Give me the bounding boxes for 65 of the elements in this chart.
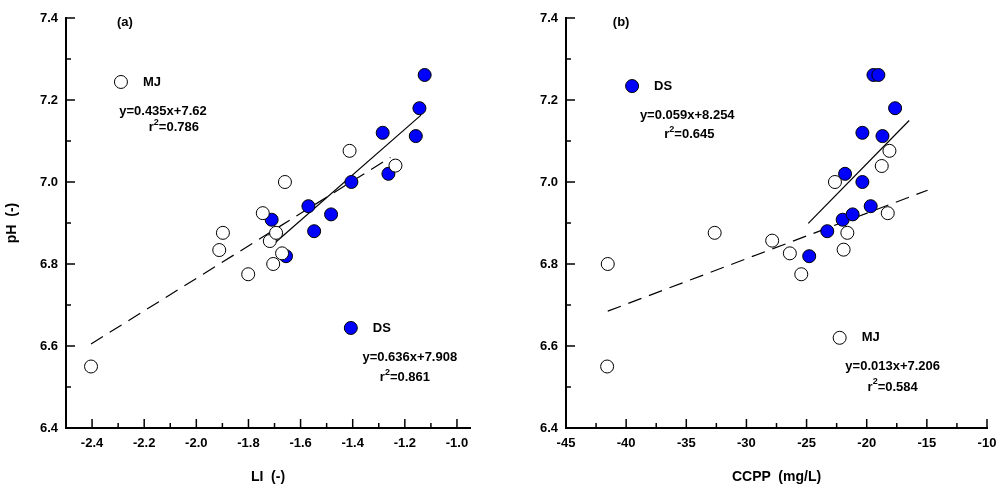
x-tick-label: -25 [797,435,816,451]
y-tick-label: 6.6 [539,337,558,353]
annotation: y=0.636x+7.908 [362,348,458,364]
y-tick-label: 6.4 [539,419,559,435]
y-tick-label: 6.8 [539,255,558,271]
point [269,225,284,240]
point [324,207,339,222]
point [408,129,423,144]
y-tick-label: 7.0 [39,173,58,189]
legend-label: MJ [861,329,880,345]
point [277,175,292,189]
y-tick-label: 7.0 [539,173,558,189]
legend-label: DS [372,319,392,335]
point [827,175,842,189]
point [388,158,403,173]
point [255,206,270,221]
annotation: y=0.013x+7.206 [845,358,941,374]
x-tick-label: -10 [977,435,997,451]
x-tick-label: -20 [857,435,877,451]
point [820,224,835,239]
x-tick-label: -1.4 [341,435,365,451]
x-axis-title: LI (-) [250,468,286,485]
x-tick-label: -30 [737,435,756,451]
point [301,199,316,214]
annotation: (b) [612,13,630,29]
annotation: (a) [117,13,133,29]
x-axis-title: CCPP (mg/L) [731,468,822,485]
x-tick-label: -2.2 [132,435,156,451]
point [888,101,903,116]
point [855,125,870,140]
x-tick-label: -1.0 [445,435,469,451]
x-tick-label: -40 [616,435,636,451]
legend-label: DS [654,77,673,93]
point [838,166,853,181]
annotation: y=0.435x+7.62 [119,102,207,118]
legend-label: MJ [142,73,162,89]
y-axis-title: pH (-) [3,202,20,244]
point [802,249,817,264]
annotation: y=0.059x+8.254 [639,106,736,122]
y-tick-label: 6.8 [39,255,58,271]
point [871,67,886,82]
point [855,175,870,189]
y-tick-label: 6.6 [39,337,58,353]
point [863,199,878,214]
y-tick-label: 7.2 [39,91,58,107]
point [307,224,322,239]
x-tick-label: -2.4 [80,435,105,451]
point [344,175,359,189]
point [375,125,390,140]
y-tick-label: 7.2 [539,91,558,107]
x-tick-label: -45 [556,435,576,451]
y-tick-label: 7.4 [539,9,559,25]
x-tick-label: -1.8 [237,435,260,451]
point [417,67,432,82]
x-tick-label: -1.2 [393,435,417,451]
point [412,101,427,116]
x-tick-label: -2.0 [185,435,208,451]
point [845,207,860,222]
point [835,212,850,227]
x-tick-label: -15 [917,435,937,451]
point [875,129,890,144]
y-tick-label: 6.4 [39,419,59,435]
x-tick-label: -35 [676,435,696,451]
y-tick-label: 7.4 [39,9,59,25]
x-tick-label: -1.6 [289,435,312,451]
